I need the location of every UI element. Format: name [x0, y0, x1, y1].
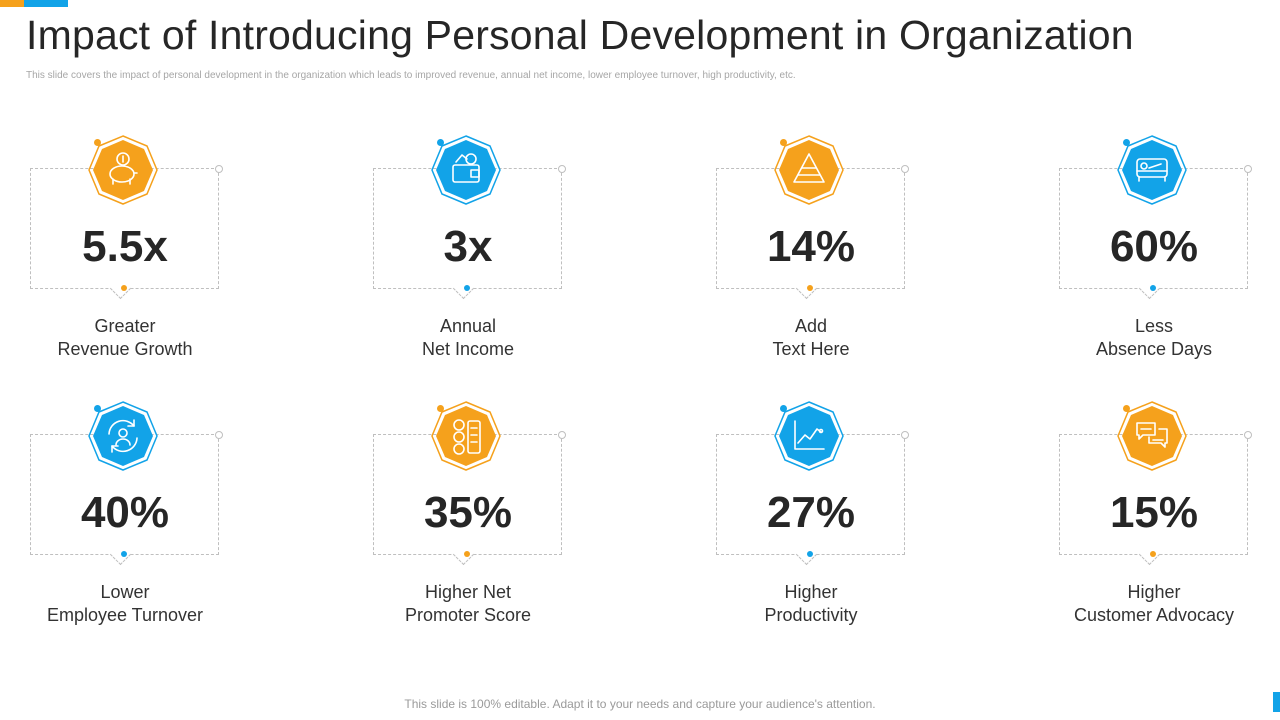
icon-accent-dot: [1123, 405, 1130, 412]
corner-dot: [901, 165, 909, 173]
chat-bubbles-icon: [1117, 401, 1187, 471]
stat-value: 15%: [1109, 488, 1199, 537]
icon-accent-dot: [94, 405, 101, 412]
stat-card-absence-days: 60% Less Absence Days: [1054, 135, 1254, 365]
rating-faces-icon: [431, 401, 501, 471]
pointer-dot: [121, 285, 127, 291]
corner-dot: [558, 165, 566, 173]
stat-value: 3x: [443, 222, 493, 271]
icon-accent-dot: [780, 405, 787, 412]
pointer-dot: [807, 285, 813, 291]
stat-card-employee-turnover: 40% Lower Employee Turnover: [25, 401, 225, 631]
stat-card-promoter-score: 35% Higher Net Promoter Score: [368, 401, 568, 631]
accent-bar-blue: [24, 0, 68, 7]
page-subtitle: This slide covers the impact of personal…: [26, 70, 796, 81]
corner-dot: [1244, 165, 1252, 173]
corner-dot: [215, 165, 223, 173]
stat-card-add-text: 14% Add Text Here: [711, 135, 911, 365]
wallet-money-icon: [431, 135, 501, 205]
stat-card-customer-advocacy: 15% Higher Customer Advocacy: [1054, 401, 1254, 631]
corner-dot: [558, 431, 566, 439]
stat-value: 27%: [766, 488, 856, 537]
piggy-bank-icon: [88, 135, 158, 205]
stat-label: Annual Net Income: [421, 316, 515, 359]
corner-dot: [1244, 431, 1252, 439]
stat-label: Higher Customer Advocacy: [1073, 582, 1235, 625]
accent-bar-corner: [1273, 692, 1280, 712]
icon-accent-dot: [1123, 139, 1130, 146]
stat-value: 5.5x: [82, 222, 168, 271]
icon-accent-dot: [437, 139, 444, 146]
stat-label: Less Absence Days: [1095, 316, 1213, 359]
footer-note: This slide is 100% editable. Adapt it to…: [404, 697, 876, 711]
stat-label: Higher Net Promoter Score: [404, 582, 532, 625]
employee-cycle-icon: [88, 401, 158, 471]
accent-bar-orange: [0, 0, 24, 7]
stat-label: Higher Productivity: [764, 582, 858, 625]
line-chart-icon: [774, 401, 844, 471]
pointer-dot: [807, 551, 813, 557]
pointer-dot: [1150, 551, 1156, 557]
stat-label: Greater Revenue Growth: [57, 316, 193, 359]
icon-accent-dot: [437, 405, 444, 412]
stat-value: 40%: [80, 488, 170, 537]
stat-card-revenue-growth: 5.5x Greater Revenue Growth: [25, 135, 225, 365]
corner-dot: [901, 431, 909, 439]
stat-card-productivity: 27% Higher Productivity: [711, 401, 911, 631]
stat-label: Lower Employee Turnover: [46, 582, 204, 625]
pointer-dot: [464, 551, 470, 557]
stat-card-net-income: 3x Annual Net Income: [368, 135, 568, 365]
pyramid-icon: [774, 135, 844, 205]
pointer-dot: [1150, 285, 1156, 291]
bed-icon: [1117, 135, 1187, 205]
stat-label: Add Text Here: [772, 316, 850, 359]
pointer-dot: [464, 285, 470, 291]
stat-value: 35%: [423, 488, 513, 537]
icon-accent-dot: [94, 139, 101, 146]
corner-dot: [215, 431, 223, 439]
stat-value: 14%: [766, 222, 856, 271]
stat-value: 60%: [1109, 222, 1199, 271]
pointer-dot: [121, 551, 127, 557]
icon-accent-dot: [780, 139, 787, 146]
page-title: Impact of Introducing Personal Developme…: [26, 12, 1134, 58]
